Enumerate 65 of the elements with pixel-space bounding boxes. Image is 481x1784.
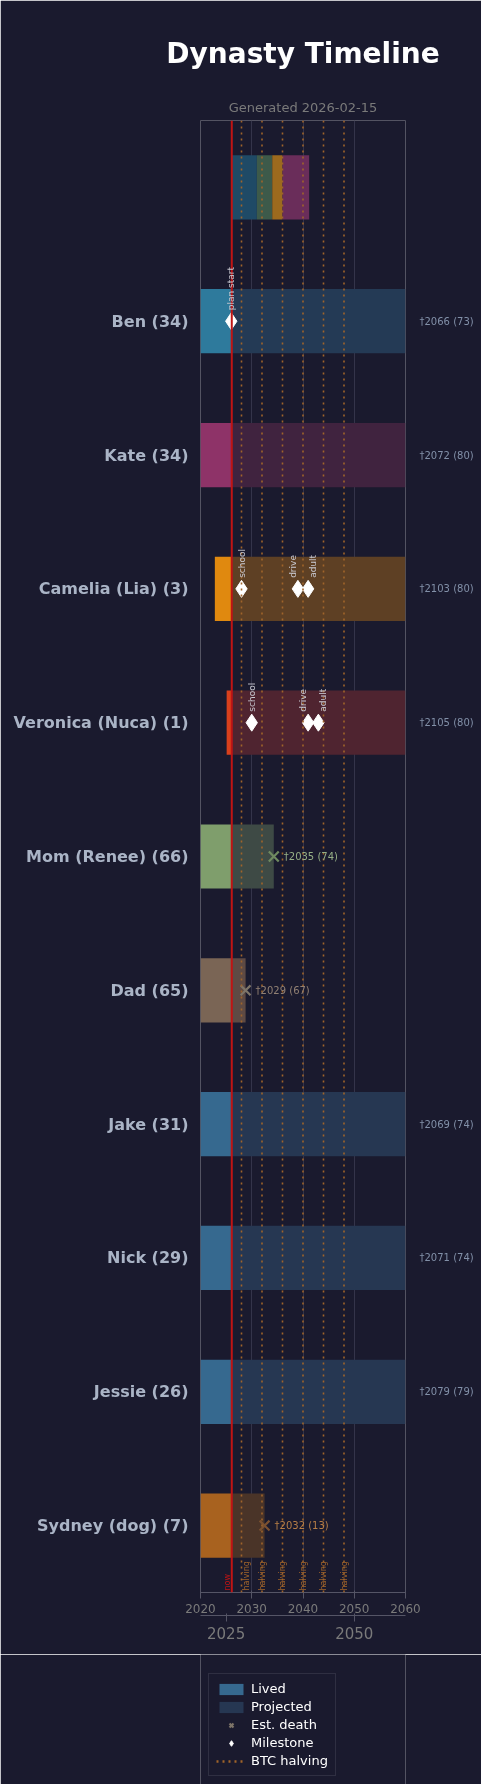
y-tick-label: Ben (34) [111,311,189,331]
y-tick-label: Kate (34) [104,445,189,465]
bar [200,1092,232,1157]
x2-tick-label: 2025 [207,1624,246,1643]
data-label: †2079 (79) [419,1386,474,1398]
bar [200,1225,232,1291]
bar [231,824,274,889]
bar [231,1493,265,1558]
data-label: †2032 (13) [274,1520,329,1532]
y-tick-label: Camelia (Lia) (3) [38,579,189,599]
y-tick-label: Sydney (dog) (7) [37,1516,189,1536]
data-label: †2103 (80) [419,583,474,595]
data-label: drive [287,554,298,578]
data-label: adult [308,554,319,578]
data-label: †2066 (73) [419,315,474,327]
annotation: halving [319,1561,328,1591]
y-tick-label: Nick (29) [107,1248,189,1268]
data-label: †2072 (80) [419,449,474,461]
y-tick-label: Jessie (26) [92,1382,189,1402]
y-tick-label: Mom (Renee) (66) [25,847,189,866]
x2-tick-label: 2050 [335,1624,374,1643]
annotation: halving [257,1561,267,1591]
bar [256,155,273,220]
bar [200,1493,232,1558]
annotation: halving [278,1561,287,1591]
y-tick-label: Dad (65) [110,980,189,1000]
x-tick-label: 2040 [287,1601,319,1616]
bar [231,1225,406,1291]
bar [200,958,232,1023]
x-tick-label: 2050 [338,1601,370,1616]
chart-title: Dynasty Timeline [166,36,440,70]
data-label: adult [318,688,329,712]
bar [200,1359,232,1424]
data-label: †2105 (80) [419,717,474,729]
annotation: halving [298,1561,308,1591]
bar [231,155,257,220]
bar [231,1359,406,1424]
data-label: †2069 (74) [419,1118,474,1130]
legend-label: Est. death [251,1717,317,1732]
bar [231,1092,406,1157]
data-label: †2029 (67) [255,984,310,996]
chart-subtitle: Generated 2026-02-15 [228,99,378,115]
legend-label: Lived [251,1681,286,1696]
data-label: drive [298,688,309,712]
legend-label: Projected [251,1699,312,1714]
bar [200,422,232,488]
bar [214,556,232,621]
y-tick-label: Veronica (Nuca) (1) [13,713,189,733]
data-label: school [236,549,247,578]
data-label: plan start [226,266,237,311]
bar [282,155,310,220]
bar [200,824,232,889]
annotation: halving [241,1561,251,1591]
x-tick-label: 2060 [390,1601,421,1616]
x-tick-label: 2030 [236,1601,268,1616]
annotation: now [222,1573,232,1591]
legend-label: BTC halving [251,1753,328,1768]
data-label: †2071 (74) [419,1252,474,1264]
bar [231,422,406,488]
data-label: †2035 (74) [283,851,339,862]
annotation: halving [339,1561,349,1591]
y-tick-label: Jake (31) [107,1114,189,1134]
legend-label: Milestone [251,1735,314,1750]
x-tick-label: 2020 [185,1601,216,1616]
data-label: school [246,682,257,712]
